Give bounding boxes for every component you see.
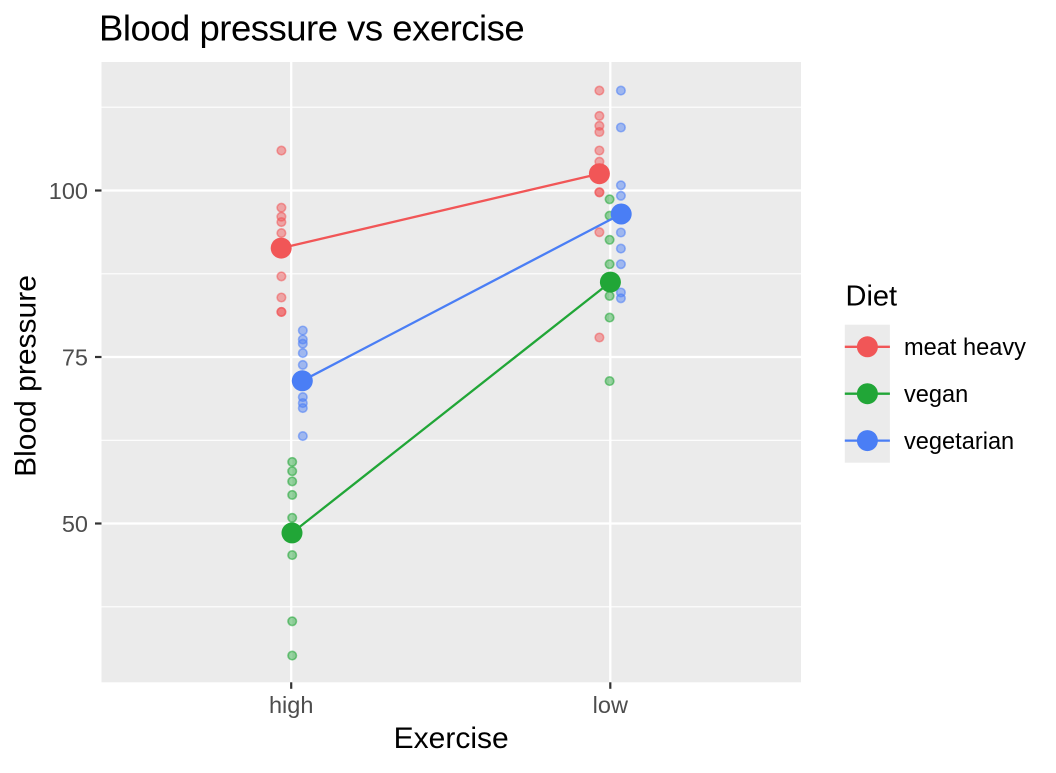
svg-text:Diet: Diet (846, 281, 898, 313)
svg-text:low: low (593, 692, 629, 718)
svg-text:Blood pressure: Blood pressure (10, 275, 43, 477)
svg-text:50: 50 (62, 511, 88, 537)
svg-text:Exercise: Exercise (394, 722, 509, 755)
svg-text:meat heavy: meat heavy (904, 335, 1026, 361)
svg-text:high: high (269, 692, 313, 718)
svg-text:vegan: vegan (904, 382, 968, 408)
svg-text:75: 75 (62, 344, 88, 370)
svg-text:Blood pressure vs exercise: Blood pressure vs exercise (99, 8, 524, 49)
svg-text:100: 100 (49, 178, 88, 204)
svg-text:vegetarian: vegetarian (904, 429, 1014, 455)
